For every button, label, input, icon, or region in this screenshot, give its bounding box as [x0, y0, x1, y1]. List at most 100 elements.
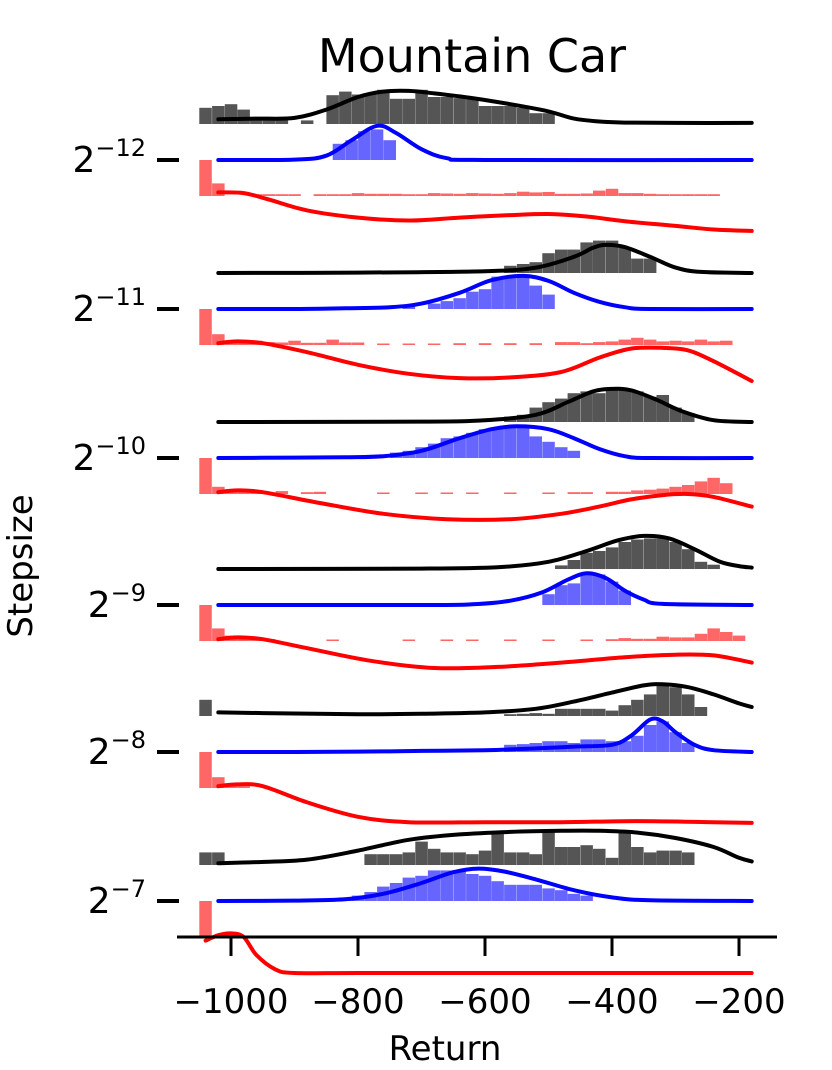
hist-bar: [707, 341, 720, 345]
hist-bar: [682, 413, 695, 422]
hist-bar: [478, 289, 492, 309]
hist-bar: [237, 786, 250, 788]
y-tick-label: 2−11: [72, 283, 146, 330]
hist-bar: [656, 685, 669, 716]
hist-bar: [199, 107, 212, 124]
y-tick-label: 2−12: [72, 134, 146, 181]
hist-bar: [605, 639, 619, 641]
hist-bar: [580, 552, 593, 569]
hist-bar: [415, 194, 428, 196]
hist-bar: [643, 725, 657, 752]
hist-bar: [262, 194, 276, 196]
hist-bar: [643, 489, 657, 494]
hist-bar: [275, 120, 289, 124]
hist-bar: [300, 342, 314, 345]
hist-bar: [656, 636, 669, 641]
density-curve: [216, 716, 754, 755]
hist-bar: [212, 334, 225, 345]
hist-bar: [669, 486, 682, 494]
hist-bar: [682, 694, 695, 716]
hist-bar: [440, 492, 454, 494]
hist-bar: [199, 752, 212, 788]
hist-bar: [542, 888, 555, 901]
hist-bar: [656, 850, 669, 865]
hist-bar: [377, 854, 390, 865]
hist-bar: [542, 192, 555, 196]
hist-bar: [377, 193, 390, 196]
hist-bar: [288, 194, 301, 196]
hist-bar: [415, 492, 428, 494]
plot-area: [199, 88, 754, 976]
hist-bar: [326, 639, 339, 641]
hist-bar: [682, 852, 695, 865]
hist-bar: [631, 391, 644, 422]
hist-bar: [593, 708, 606, 716]
hist-bar: [631, 847, 644, 865]
hist-bar: [313, 194, 327, 196]
hist-bar: [504, 343, 517, 345]
hist-bar: [466, 492, 479, 494]
x-tick-label: −800: [311, 982, 404, 1022]
hist-bar: [427, 848, 441, 865]
hist-bar: [618, 339, 631, 345]
hist-bar: [605, 710, 619, 716]
hist-bar: [656, 488, 669, 494]
hist-bar: [466, 874, 479, 901]
hist-bar: [567, 492, 581, 494]
hist-bar: [466, 639, 479, 641]
x-axis-ticks: −1000 −800 −600 −400 −200: [173, 937, 786, 1022]
x-tick-label: −400: [565, 982, 658, 1022]
density-curve: [216, 571, 754, 608]
hist-bar: [453, 98, 466, 124]
hist-bar: [567, 342, 581, 345]
hist-bar: [453, 870, 466, 901]
hist-bar: [605, 547, 619, 569]
hist-bar: [618, 830, 631, 865]
hist-bar: [720, 340, 733, 345]
hist-bar: [618, 638, 631, 641]
hist-bar: [643, 339, 657, 345]
hist-bar: [516, 191, 530, 196]
hist-bar: [656, 721, 669, 752]
hist-bar: [593, 848, 606, 865]
hist-bar: [377, 492, 390, 494]
hist-bar: [542, 294, 555, 309]
hist-bar: [440, 639, 454, 641]
hist-bar: [732, 635, 746, 641]
hist-bar: [516, 884, 530, 901]
hist-bar: [618, 705, 631, 716]
hist-bar: [631, 638, 644, 641]
hist-bar: [542, 594, 555, 605]
hist-bar: [504, 492, 517, 494]
hist-bar: [326, 95, 339, 124]
x-tick-label: −200: [692, 982, 785, 1022]
hist-bar: [580, 343, 593, 345]
y-tick-label: 2−7: [88, 875, 146, 922]
hist-bar: [643, 638, 657, 641]
hist-bar: [656, 194, 669, 196]
hist-bar: [529, 113, 542, 124]
hist-bar: [300, 492, 314, 494]
hist-bar: [478, 875, 492, 901]
hist-bar: [466, 291, 479, 309]
hist-bar: [326, 194, 339, 196]
hist-bar: [529, 192, 542, 196]
density-curve: [216, 190, 754, 233]
hist-bar: [358, 131, 371, 160]
hist-bar: [377, 89, 390, 124]
hist-bar: [415, 841, 428, 865]
hist-bar: [529, 884, 542, 901]
hist-bar: [694, 561, 708, 569]
hist-bar: [605, 341, 619, 345]
hist-bar: [237, 638, 250, 641]
hist-bar: [364, 193, 377, 196]
hist-bar: [707, 564, 720, 569]
hist-bar: [643, 258, 657, 273]
hist-bar: [250, 120, 263, 124]
hist-bar: [491, 276, 504, 309]
hist-bar: [631, 699, 644, 716]
hist-bar: [631, 490, 644, 494]
row-2: [199, 386, 754, 522]
hist-bar: [351, 342, 365, 345]
hist-bar: [580, 391, 593, 422]
